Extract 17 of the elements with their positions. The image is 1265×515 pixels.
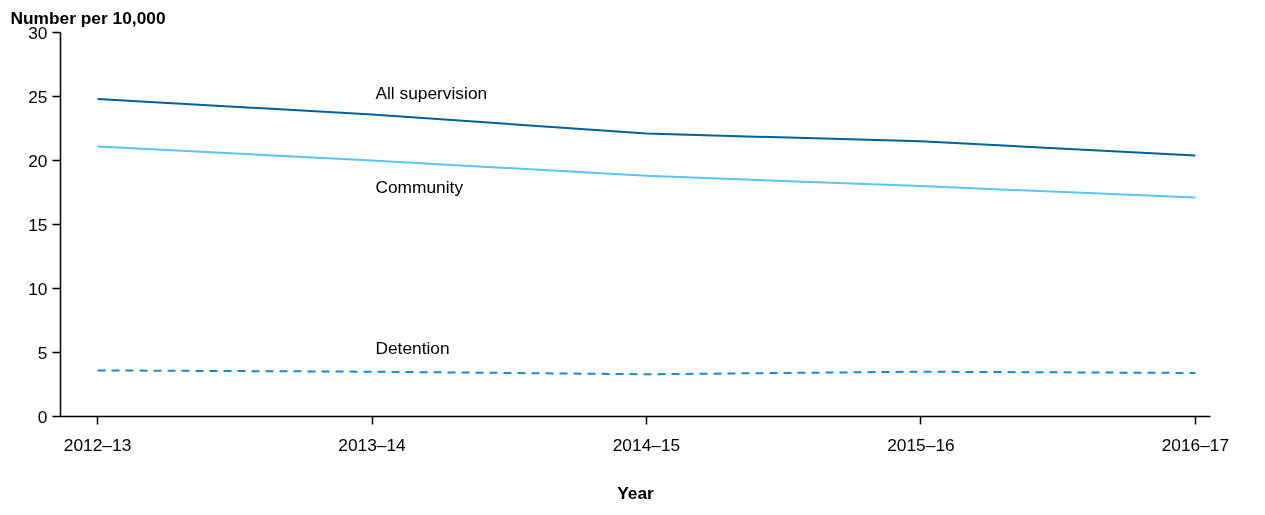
x-tick-label: 2016–17 xyxy=(1161,434,1230,455)
y-tick-label: 25 xyxy=(28,86,48,107)
y-tick-label: 15 xyxy=(28,214,48,235)
y-tick-label: 0 xyxy=(37,406,48,427)
y-tick-label: 10 xyxy=(28,278,48,299)
x-tick-label: 2013–14 xyxy=(338,434,407,455)
series-label: Community xyxy=(375,176,464,197)
y-tick-label: 20 xyxy=(28,150,48,171)
x-tick-label: 2012–13 xyxy=(63,434,132,455)
y-tick-label: 5 xyxy=(37,342,48,363)
line-series xyxy=(96,145,1197,199)
series-label: Detention xyxy=(375,338,450,359)
y-axis-title: Number per 10,000 xyxy=(10,7,166,28)
x-tick-label: 2014–15 xyxy=(612,434,681,455)
x-axis-title: Year xyxy=(617,482,655,503)
x-tick-label: 2015–16 xyxy=(887,434,955,455)
series-label: All supervision xyxy=(375,83,488,104)
